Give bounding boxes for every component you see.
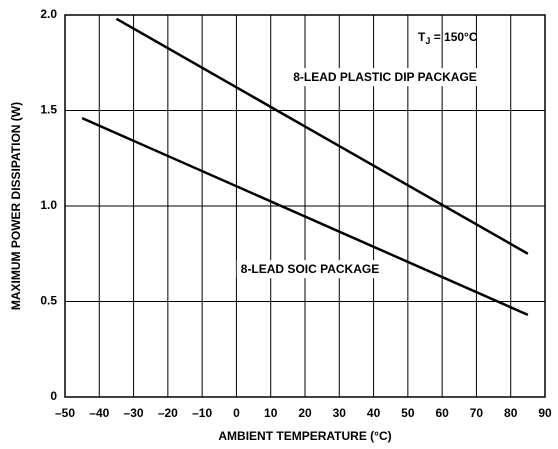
y-tick-label: 0.5 bbox=[40, 294, 57, 308]
x-tick-label: –50 bbox=[55, 406, 75, 420]
annotation: TJ = 150°C bbox=[418, 30, 478, 46]
x-tick-label: 30 bbox=[333, 406, 347, 420]
x-tick-label: 80 bbox=[504, 406, 518, 420]
y-axis-label: MAXIMUM POWER DISSIPATION (W) bbox=[9, 102, 23, 310]
series-label: 8-LEAD SOIC PACKAGE bbox=[241, 262, 379, 276]
y-tick-label: 1.5 bbox=[40, 103, 57, 117]
line bbox=[81, 116, 529, 317]
y-tick-label: 1.0 bbox=[40, 198, 57, 212]
x-axis-label: AMBIENT TEMPERATURE (°C) bbox=[218, 429, 391, 443]
x-tick-label: 20 bbox=[298, 406, 312, 420]
annotation-sub: J bbox=[425, 36, 430, 46]
x-tick-label: 10 bbox=[264, 406, 278, 420]
x-tick-label: –10 bbox=[192, 406, 212, 420]
x-tick-label: –40 bbox=[89, 406, 109, 420]
x-tick-label: 50 bbox=[401, 406, 415, 420]
x-tick-label: 60 bbox=[435, 406, 449, 420]
x-tick-label: –30 bbox=[124, 406, 144, 420]
x-tick-label: 0 bbox=[233, 406, 240, 420]
x-tick-label: 90 bbox=[538, 406, 552, 420]
annotation-main: T bbox=[418, 30, 426, 44]
line bbox=[115, 17, 529, 255]
x-tick-label: 70 bbox=[470, 406, 484, 420]
y-tick-label: 2.0 bbox=[40, 7, 57, 21]
x-tick-label: 40 bbox=[367, 406, 381, 420]
x-tick-label: –20 bbox=[158, 406, 178, 420]
annotation-rest: = 150°C bbox=[430, 30, 477, 44]
series-label-bg bbox=[236, 260, 384, 279]
y-tick-label: 0 bbox=[50, 389, 57, 403]
plot-frame bbox=[64, 14, 546, 398]
series-label-bg bbox=[289, 68, 481, 87]
series-label: 8-LEAD PLASTIC DIP PACKAGE bbox=[293, 70, 477, 84]
